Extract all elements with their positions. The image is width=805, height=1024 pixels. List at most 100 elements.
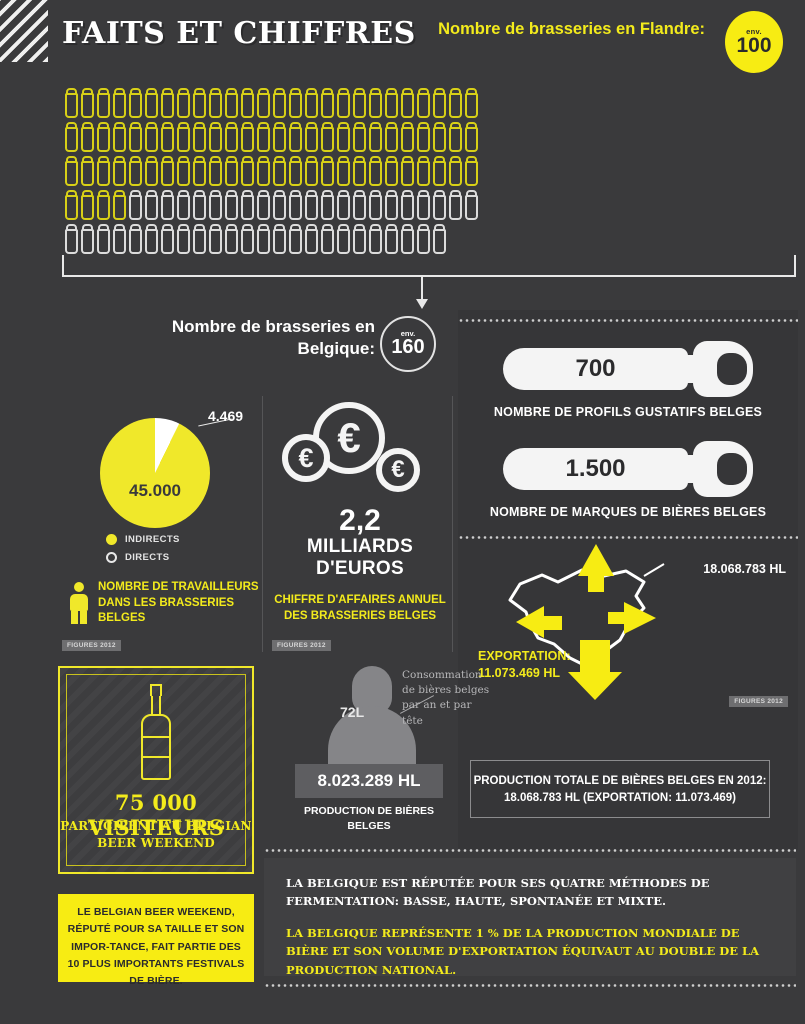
beer-glass-filled-icon: [336, 156, 351, 186]
beer-glass-filled-icon: [160, 156, 175, 186]
beer-glass-filled-icon: [256, 156, 271, 186]
beer-glass-filled-icon: [320, 156, 335, 186]
beer-glass-filled-icon: [432, 88, 447, 118]
beer-glass-filled-icon: [304, 88, 319, 118]
flanders-count-value: 100: [736, 33, 772, 57]
beer-glass-filled-icon: [304, 122, 319, 152]
visitors-card: 75 000 VISITEURS PARTICIPENT AU BELGIAN …: [58, 666, 254, 874]
beer-glass-filled-icon: [224, 88, 239, 118]
beer-glass-filled-icon: [112, 190, 127, 220]
flanders-label: Nombre de brasseries en Flandre:: [438, 20, 705, 38]
beer-glass-empty-icon: [288, 224, 303, 254]
glass-row-3: [64, 156, 794, 188]
beer-glass-empty-icon: [368, 224, 383, 254]
opener-hole-1: [717, 353, 747, 385]
beer-glass-filled-icon: [464, 122, 479, 152]
beer-glass-filled-icon: [320, 88, 335, 118]
opener-caption-1: NOMBRE DE PROFILS GUSTATIFS BELGES: [493, 405, 763, 419]
beer-glass-filled-icon: [240, 88, 255, 118]
beer-glass-filled-icon: [416, 156, 431, 186]
beer-production-value: 8.023.289 HL: [295, 764, 443, 798]
opener-value-1: 700: [575, 355, 616, 382]
worker-person-icon: [70, 582, 88, 625]
page-title: FAITS ET CHIFFRES: [62, 16, 416, 51]
legend-label-directs: DIRECTS: [125, 552, 170, 563]
turnover-caption: CHIFFRE D'AFFAIRES ANNUEL DES BRASSERIES…: [274, 594, 446, 623]
pie-directs-value: 4.469: [208, 408, 244, 424]
figures-badge-turnover: FIGURES 2012: [272, 640, 331, 651]
world-production-text: LA BELGIQUE REPRÉSENTE 1 % DE LA PRODUCT…: [286, 925, 760, 977]
beer-glass-filled-icon: [288, 156, 303, 186]
beer-glass-filled-icon: [336, 88, 351, 118]
dotted-divider-bottom-top: [264, 848, 796, 853]
beer-glass-filled-icon: [464, 88, 479, 118]
beer-glass-empty-icon: [272, 190, 287, 220]
belgium-label: Nombre de brasseries en Belgique:: [171, 317, 375, 359]
turnover-unit: MILLIARDS D'EUROS: [306, 536, 414, 579]
beer-glass-empty-icon: [464, 190, 479, 220]
beer-glass-filled-icon: [176, 88, 191, 118]
belgium-count-badge: env. 160: [380, 316, 436, 372]
beer-glass-filled-icon: [368, 88, 383, 118]
consumption-note: Consommation de bières belges par an et …: [402, 669, 490, 727]
beer-glass-empty-icon: [224, 190, 239, 220]
beer-glass-filled-icon: [176, 122, 191, 152]
beer-glass-filled-icon: [160, 88, 175, 118]
flanders-count-badge: env. 100: [725, 11, 783, 73]
legend-dot-indirects-icon: [106, 534, 117, 545]
brewery-glass-pictogram-grid: [64, 88, 794, 258]
beer-glass-empty-icon: [112, 224, 127, 254]
beer-glass-empty-icon: [320, 224, 335, 254]
visitors-headline: 75 000 VISITEURS: [87, 790, 225, 840]
beer-glass-empty-icon: [400, 190, 415, 220]
down-arrow-icon: [416, 277, 428, 309]
fermentation-text: LA BELGIQUE EST RÉPUTÉE POUR SES QUATRE …: [286, 876, 710, 909]
beer-glass-filled-icon: [112, 122, 127, 152]
figures-badge-workers: FIGURES 2012: [62, 640, 121, 651]
arrow-down-map-icon: [568, 640, 622, 700]
beer-glass-filled-icon: [240, 156, 255, 186]
beer-glass-filled-icon: [384, 88, 399, 118]
belgium-map-icon: [508, 544, 665, 700]
workers-pie-card: 45.000 4.469 INDIRECTS DIRECTS NOMBRE DE…: [58, 396, 263, 652]
legend-item-indirects: INDIRECTS: [106, 534, 180, 545]
beer-glass-filled-icon: [144, 156, 159, 186]
beer-glass-empty-icon: [256, 190, 271, 220]
beer-glass-filled-icon: [368, 156, 383, 186]
visitors-inner-border: [66, 674, 246, 866]
legend-item-directs: DIRECTS: [106, 552, 180, 563]
turnover-card: € € € 2,2 MILLIARDS D'EUROS CHIFFRE D'AF…: [268, 396, 453, 652]
beer-glass-empty-icon: [160, 190, 175, 220]
beer-glass-filled-icon: [352, 88, 367, 118]
bottle-opener-icon-2: 1.500: [503, 441, 753, 497]
beer-glass-empty-icon: [128, 190, 143, 220]
per-capita-value: 72L: [340, 704, 365, 720]
beer-glass-empty-icon: [272, 224, 287, 254]
arrow-up-icon: [578, 544, 614, 592]
beer-glass-empty-icon: [288, 190, 303, 220]
beer-glass-empty-icon: [448, 190, 463, 220]
beer-glass-filled-icon: [64, 88, 79, 118]
beer-glass-filled-icon: [192, 88, 207, 118]
glass-row-5: [64, 224, 794, 256]
beer-glass-filled-icon: [256, 122, 271, 152]
visitors-note: LE BELGIAN BEER WEEKEND, RÉPUTÉ POUR SA …: [58, 894, 254, 987]
beer-glass-filled-icon: [272, 122, 287, 152]
beer-glass-filled-icon: [288, 88, 303, 118]
beer-glass-filled-icon: [288, 122, 303, 152]
beer-glass-empty-icon: [432, 190, 447, 220]
beer-glass-empty-icon: [192, 224, 207, 254]
beer-glass-filled-icon: [464, 156, 479, 186]
export-label: EXPORTATION:: [478, 649, 571, 663]
beer-glass-filled-icon: [272, 156, 287, 186]
header: FAITS ET CHIFFRES Nombre de brasseries e…: [0, 0, 805, 80]
pie-legend: INDIRECTS DIRECTS: [106, 534, 180, 570]
beer-glass-filled-icon: [208, 88, 223, 118]
belgium-map-block: 18.068.783 HL EXPORTATION: 11.073.469 HL…: [458, 540, 798, 725]
beer-glass-filled-icon: [448, 122, 463, 152]
glass-row-4: [64, 190, 794, 222]
consumption-block: 72L Consommation de bières belges par an…: [290, 662, 489, 842]
total-production-hl: 18.068.783 HL: [703, 562, 786, 576]
pie-indirects-value: 45.000: [129, 481, 181, 500]
bottle-opener-icon-1: 700: [503, 341, 753, 397]
